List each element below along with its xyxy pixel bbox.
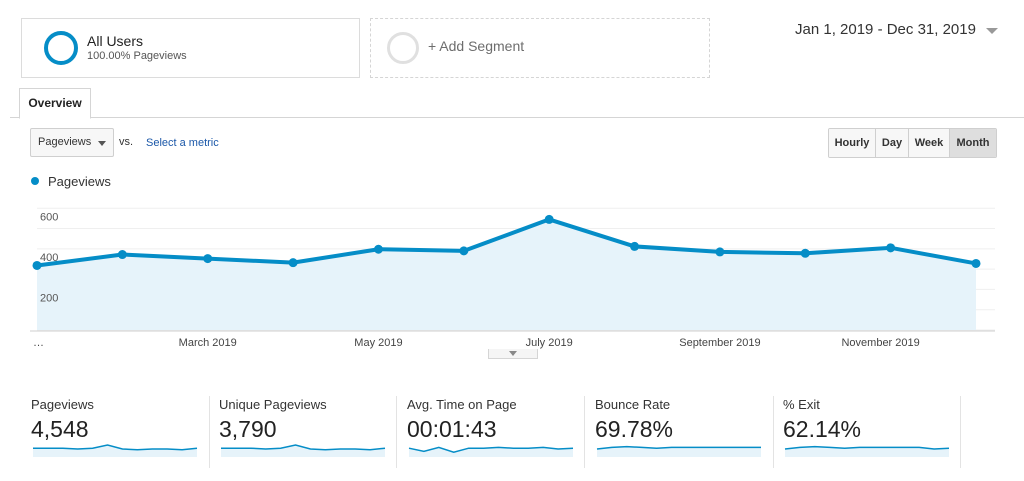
y-tick-label: 200: [40, 292, 58, 304]
scorecard-divider: [960, 396, 961, 468]
segment-all-users[interactable]: All Users 100.00% Pageviews: [21, 18, 360, 78]
scorecard-divider: [396, 396, 397, 468]
sparkline-line: [596, 445, 761, 450]
segment-subtitle: 100.00% Pageviews: [87, 50, 187, 62]
chart-ticks-group: 200 400 600 … March 2019 May 2019 July 2019 Sep…: [33, 211, 920, 349]
metric-dropdown-label: Pageviews: [38, 136, 92, 148]
data-point: [886, 243, 896, 253]
sparkline-line: [408, 446, 574, 453]
x-tick-label: July 2019: [526, 337, 573, 349]
expand-chart-handle[interactable]: [488, 349, 538, 359]
sparkline-area: [33, 445, 197, 457]
segment-title: All Users: [87, 33, 144, 49]
data-point: [971, 258, 981, 268]
scorecard-value: 4,548: [31, 416, 89, 442]
sparkline: [784, 445, 950, 457]
scorecard[interactable]: Bounce Rate 69.78%: [595, 396, 783, 468]
metric-dropdown[interactable]: Pageviews: [30, 128, 114, 157]
data-point: [800, 248, 810, 258]
series-line-pageviews: [36, 217, 977, 268]
legend-label: Pageviews: [48, 174, 111, 189]
data-point: [715, 247, 725, 257]
chevron-down-icon[interactable]: [986, 28, 998, 34]
x-tick-label: November 2019: [841, 337, 919, 349]
legend-dot-icon: [31, 177, 39, 185]
sparkline-area: [597, 446, 761, 457]
granularity-toggle: Hourly Day Week Month: [828, 128, 997, 158]
scorecard-divider: [209, 396, 210, 468]
scorecard[interactable]: Avg. Time on Page 00:01:43: [407, 396, 595, 468]
data-point: [373, 244, 383, 254]
sparkline-line: [33, 444, 198, 451]
chevron-down-icon: [98, 141, 106, 146]
scorecard-value: 00:01:43: [407, 416, 497, 442]
month-button[interactable]: Month: [950, 129, 996, 157]
x-tick-label: September 2019: [679, 337, 760, 349]
sparkline-line: [784, 445, 950, 450]
chart-points-group: [32, 214, 981, 270]
scorecard-label: Unique Pageviews: [219, 397, 327, 412]
week-button[interactable]: Week: [909, 129, 950, 157]
select-metric-link[interactable]: Select a metric: [146, 137, 219, 149]
tab-divider: [10, 117, 1024, 118]
sparkline: [408, 446, 574, 457]
scorecard[interactable]: % Exit 62.14%: [783, 396, 971, 468]
scorecard-label: Avg. Time on Page: [407, 397, 517, 412]
x-tick-label: May 2019: [354, 337, 402, 349]
sparkline-area: [221, 445, 385, 457]
y-tick-label: 600: [40, 211, 58, 223]
scorecard-divider: [584, 396, 585, 468]
data-point: [544, 214, 554, 224]
scorecard-label: Bounce Rate: [595, 397, 671, 412]
scorecard-value: 62.14%: [783, 416, 862, 442]
chevron-down-icon: [509, 351, 517, 356]
chart-area-group: [36, 217, 977, 330]
data-point: [32, 260, 42, 270]
day-button[interactable]: Day: [876, 129, 909, 157]
data-point: [203, 254, 213, 264]
sparkline: [221, 444, 386, 457]
tab-overview[interactable]: Overview: [19, 88, 91, 119]
empty-segment-ring-icon: [387, 32, 419, 64]
scorecard[interactable]: Pageviews 4,548: [31, 396, 219, 468]
x-tick-label: …: [33, 337, 44, 349]
scorecard-value: 3,790: [219, 416, 277, 442]
data-point: [117, 250, 127, 260]
scorecard-label: % Exit: [783, 397, 820, 412]
sparkline: [33, 444, 198, 457]
add-segment-label: + Add Segment: [428, 38, 525, 54]
chart-area-fill: [37, 219, 976, 330]
sparkline-line: [221, 444, 386, 451]
vs-label: vs.: [119, 136, 134, 148]
scorecard[interactable]: Unique Pageviews 3,790: [219, 396, 407, 468]
data-point: [630, 241, 640, 251]
scorecard-label: Pageviews: [31, 397, 94, 412]
sparkline: [596, 445, 761, 457]
data-point: [288, 258, 298, 268]
hourly-button[interactable]: Hourly: [829, 129, 876, 157]
pageviews-chart: 200 400 600 … March 2019 May 2019 July 2019 Sep…: [30, 207, 995, 349]
sparkline-area: [785, 446, 949, 457]
sparkline-area: [409, 447, 573, 457]
scorecard-value: 69.78%: [595, 416, 674, 442]
x-tick-label: March 2019: [179, 337, 237, 349]
date-range-picker[interactable]: Jan 1, 2019 - Dec 31, 2019: [795, 21, 976, 38]
y-tick-label: 400: [40, 252, 58, 264]
segment-ring-icon: [44, 31, 78, 65]
add-segment-button[interactable]: + Add Segment: [370, 18, 710, 78]
scorecard-divider: [773, 396, 774, 468]
data-point: [459, 246, 469, 256]
